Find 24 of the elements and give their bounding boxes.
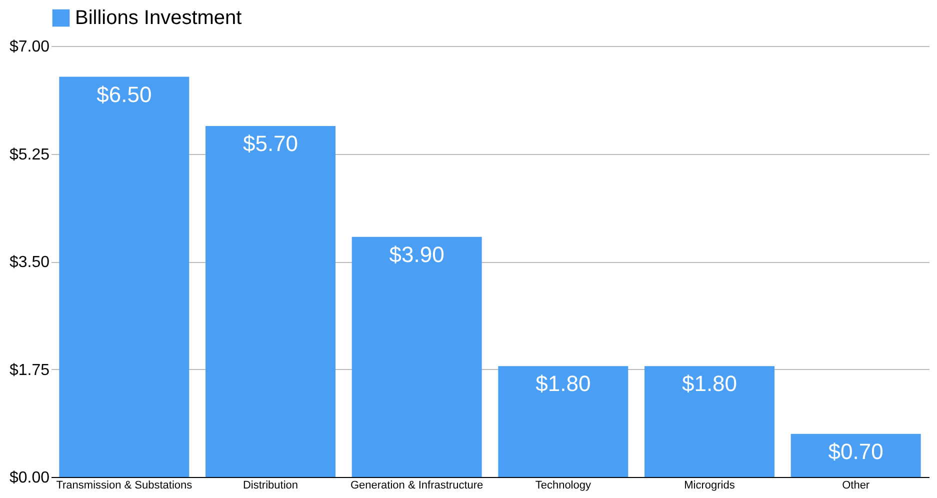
data-label: $1.80 [682,371,738,396]
data-label: $6.50 [96,82,152,107]
bar [498,366,628,477]
legend-label: Billions Investment [75,7,242,29]
data-label: $1.80 [536,371,591,396]
bar [59,76,190,477]
x-tick-label: Microgrids [684,480,736,492]
y-tick-label: $0.00 [9,470,50,486]
y-tick-label: $7.00 [9,38,50,56]
bar [206,126,336,477]
data-label: $0.70 [828,438,884,464]
x-tick-label: Generation & Infrastructure [350,480,484,492]
x-tick-label: Technology [535,480,592,492]
x-tick-label: Transmission & Substations [56,480,193,492]
bar [790,434,921,477]
x-tick-label: Distribution [242,480,298,492]
y-tick-label: $3.50 [9,254,50,271]
y-tick-label: $1.75 [9,362,50,379]
x-tick-label: Other [842,480,870,492]
y-tick-label: $5.25 [9,146,50,164]
data-label: $5.70 [242,131,298,156]
bar [644,366,774,477]
data-label: $3.90 [389,242,444,267]
bar [352,236,482,477]
